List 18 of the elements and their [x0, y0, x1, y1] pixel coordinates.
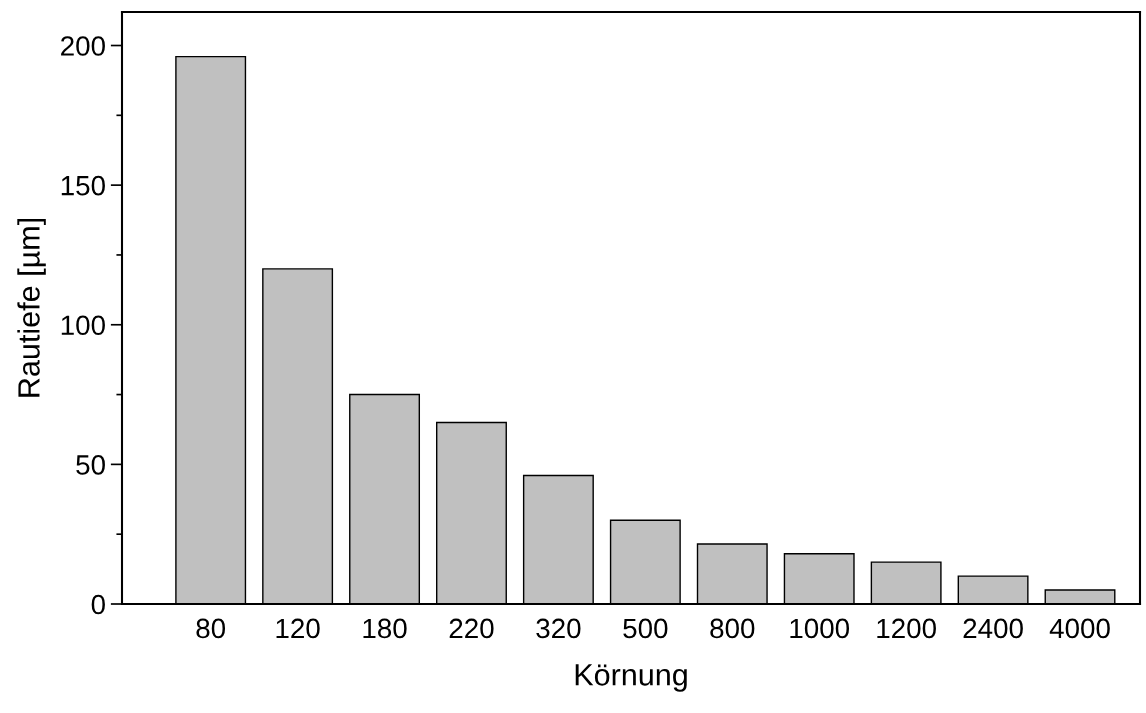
x-tick-label: 180: [363, 618, 407, 639]
y-tick-label: 150: [61, 175, 105, 196]
x-tick-label: 1000: [790, 618, 850, 639]
y-tick-label: 50: [76, 455, 105, 475]
y-axis-title: Rautiefe [µm]: [17, 219, 46, 397]
x-tick-label: 4000: [1049, 618, 1110, 639]
y-tick-label: 100: [61, 315, 105, 336]
x-tick-label: 1200: [877, 618, 936, 639]
x-tick-label: 2400: [963, 618, 1023, 639]
x-tick-label: 80: [196, 618, 226, 639]
x-tick-label: 120: [276, 618, 320, 639]
x-tick-label: 500: [623, 618, 668, 639]
x-tick-label: 800: [710, 618, 755, 639]
x-axis-title: Körnung: [575, 664, 687, 692]
x-tick-label: 220: [449, 618, 494, 639]
y-tick-label: 200: [61, 36, 105, 56]
y-tick-label: 0: [91, 594, 105, 615]
x-tick-label: 320: [536, 618, 581, 639]
